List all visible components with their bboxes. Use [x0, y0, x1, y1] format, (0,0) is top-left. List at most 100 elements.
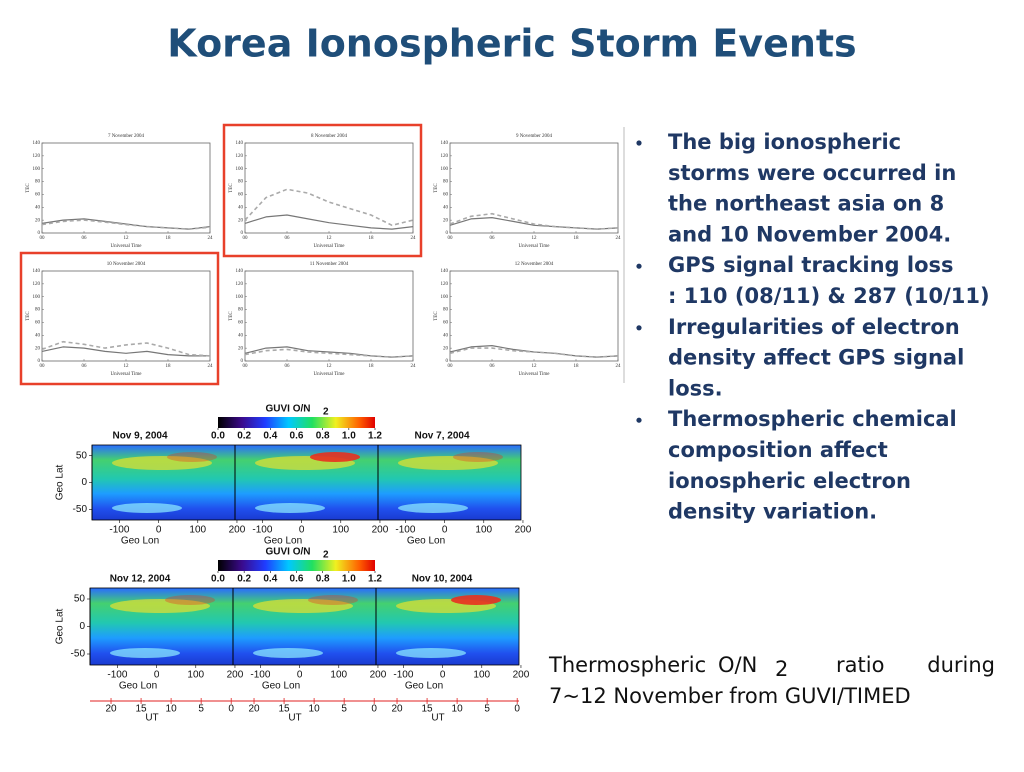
- lon-axis-label: Geo Lon: [405, 681, 443, 692]
- panel-title: 11 November 2004: [310, 262, 349, 267]
- x-tick-label: 00: [448, 364, 454, 369]
- y-tick-label: 60: [35, 321, 41, 326]
- panel-title: 8 November 2004: [311, 134, 348, 139]
- lon-axis-label: Geo Lon: [264, 536, 302, 547]
- lon-tick-label: -100: [107, 670, 127, 681]
- bullet-text: Irregularities of electron: [668, 315, 960, 339]
- colorbar: [218, 560, 375, 571]
- y-tick-label: 60: [238, 193, 244, 198]
- slide-title: Korea Ionospheric Storm Events: [167, 22, 856, 66]
- tec-line: [41, 346, 210, 357]
- y-tick-label: 100: [441, 295, 449, 300]
- map-blob: [167, 452, 217, 462]
- ut-axis-label: UT: [431, 713, 444, 724]
- x-tick-label: 18: [369, 364, 375, 369]
- tec-line: [449, 347, 619, 358]
- caption-text: O/N: [718, 653, 757, 677]
- lon-tick-label: 100: [330, 670, 347, 681]
- ut-tick-label: 15: [136, 704, 148, 715]
- colorbar-tick-label: 0.4: [263, 574, 277, 585]
- map-row: GUVI O/N 2 0.0 0.2 0.4 0.6 0.8 1.0 1.2 Nov 12, 20…: [55, 547, 530, 724]
- tec-panel: 7 November 2004 0 20 40 60 80 100 120 140 00 06 12 1…: [26, 134, 213, 249]
- tec-panel: 8 November 2004 0 20 40 60 80 100 120 140 00 06 12 1…: [222, 123, 423, 258]
- y-tick-label: 80: [238, 308, 244, 313]
- y-tick-label: 120: [236, 282, 244, 287]
- colorbar-tick-label: 0.8: [316, 574, 330, 585]
- x-tick-label: 24: [411, 236, 417, 241]
- highlight-box: [19, 251, 220, 386]
- ut-tick-label: 10: [452, 704, 464, 715]
- lon-axis-label: Geo Lon: [407, 536, 445, 547]
- date-label: Nov 7, 2004: [414, 431, 469, 442]
- ut-tick-label: 20: [248, 704, 260, 715]
- plot-frame: [244, 270, 414, 362]
- x-tick-label: 06: [82, 236, 88, 241]
- ut-tick-label: 5: [198, 704, 204, 715]
- ut-tick-label: 0: [228, 704, 234, 715]
- x-tick-label: 24: [616, 236, 622, 241]
- map-row: GUVI O/N 2 0.0 0.2 0.4 0.6 0.8 1.0 1.2 Nov 9, 200…: [55, 404, 532, 547]
- lon-tick-label: 200: [229, 525, 246, 536]
- map-blob: [396, 648, 466, 658]
- panel-title: 12 November 2004: [515, 262, 554, 267]
- map-blob: [112, 456, 212, 470]
- x-tick-label: 24: [616, 364, 622, 369]
- x-tick-label: 24: [411, 364, 417, 369]
- lat-tick-label: 50: [74, 594, 86, 605]
- y-tick-label: 80: [443, 308, 449, 313]
- map-blob: [112, 503, 182, 513]
- lat-tick-label: -50: [73, 504, 88, 515]
- y-axis-label: TEC: [229, 311, 234, 321]
- panel-title: 10 November 2004: [107, 262, 146, 267]
- colorbar-tick-label: 1.0: [342, 574, 356, 585]
- lon-tick-label: 0: [154, 670, 160, 681]
- y-axis-label: TEC: [229, 183, 234, 193]
- ut-tick-label: 20: [105, 704, 117, 715]
- y-tick-label: 40: [443, 333, 449, 338]
- ut-axis-label: UT: [145, 713, 158, 724]
- y-tick-label: 120: [441, 154, 449, 159]
- lon-tick-label: 200: [227, 670, 244, 681]
- y-tick-label: 60: [35, 193, 41, 198]
- x-tick-label: 24: [208, 236, 214, 241]
- map-blob: [110, 648, 180, 658]
- ut-tick-label: 5: [341, 704, 347, 715]
- colorbar-tick-label: 0.4: [263, 431, 277, 442]
- x-tick-label: 00: [40, 236, 46, 241]
- colorbar-label-sub: 2: [323, 550, 329, 561]
- y-tick-label: 0: [241, 231, 244, 236]
- y-tick-label: 120: [33, 154, 41, 159]
- bullet-dot: [636, 140, 642, 146]
- colorbar-tick-label: 1.0: [342, 431, 356, 442]
- x-axis-label: Universal Time: [519, 244, 551, 249]
- map-blob: [165, 595, 215, 605]
- x-axis-label: Universal Time: [314, 244, 346, 249]
- caption-text: Thermospheric: [548, 653, 706, 677]
- bullet-text: and 10 November 2004.: [668, 222, 951, 246]
- bullet-text: density variation.: [668, 500, 877, 524]
- colorbar-tick-label: 0.6: [290, 431, 304, 442]
- colorbar-tick-label: 0.6: [290, 574, 304, 585]
- y-tick-label: 140: [441, 269, 449, 274]
- x-tick-label: 18: [166, 236, 172, 241]
- x-tick-label: 24: [208, 364, 214, 369]
- x-tick-label: 06: [285, 236, 291, 241]
- bullet-text: the northeast asia on 8: [668, 192, 944, 216]
- caption-text: during: [927, 653, 995, 677]
- lon-tick-label: -100: [252, 525, 272, 536]
- x-tick-label: 06: [82, 364, 88, 369]
- tec-panel: 11 November 2004 0 20 40 60 80 100 120 140 00 06 12…: [229, 262, 416, 377]
- x-tick-label: 00: [243, 236, 249, 241]
- lon-tick-label: 100: [332, 525, 349, 536]
- lat-tick-label: 0: [81, 477, 87, 488]
- lon-tick-label: 100: [473, 670, 490, 681]
- caption-text: 7~12 November from GUVI/TIMED: [549, 684, 911, 708]
- caption-text: ratio: [836, 653, 884, 677]
- tec-panel: 9 November 2004 0 20 40 60 80 100 120 140 00 06 12 1…: [434, 134, 621, 249]
- y-tick-label: 100: [236, 295, 244, 300]
- map-blob: [451, 595, 501, 605]
- lon-tick-label: -100: [109, 525, 129, 536]
- y-tick-label: 140: [33, 269, 41, 274]
- highlight-box: [222, 123, 423, 258]
- y-tick-label: 0: [38, 231, 41, 236]
